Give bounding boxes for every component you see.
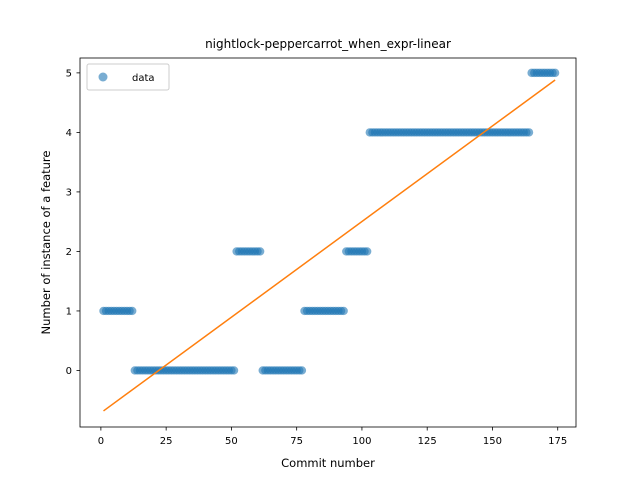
- x-tick-label: 150: [483, 436, 502, 447]
- y-tick-label: 1: [66, 306, 72, 317]
- data-point: [255, 247, 265, 256]
- plot-area: [99, 68, 560, 412]
- data-point: [128, 306, 137, 316]
- legend: data: [86, 63, 170, 91]
- data-point: [524, 128, 534, 137]
- x-tick-label: 100: [352, 436, 371, 447]
- x-tick-label: 75: [290, 436, 303, 447]
- data-point: [362, 247, 372, 256]
- y-tick-label: 5: [66, 68, 72, 79]
- data-point: [339, 306, 348, 316]
- data-point: [297, 366, 307, 375]
- legend-label-data: data: [132, 73, 155, 84]
- axes-frame: [79, 57, 577, 428]
- data-point: [550, 68, 560, 78]
- chart-title: nightlock-peppercarrot_when_expr-linear: [205, 37, 451, 51]
- data-point: [229, 366, 239, 375]
- y-tick-label: 3: [66, 187, 72, 198]
- x-tick-label: 125: [418, 436, 437, 447]
- x-axis-label: Commit number: [281, 456, 375, 470]
- y-tick-label: 0: [66, 366, 72, 377]
- legend-marker-data: [98, 72, 108, 82]
- x-tick-label: 50: [225, 436, 238, 447]
- x-tick-label: 0: [98, 436, 104, 447]
- y-axis-label: Number of instance of a feature: [39, 151, 53, 335]
- x-tick-label: 25: [160, 436, 173, 447]
- y-tick-label: 4: [66, 128, 72, 139]
- legend-box: [86, 63, 170, 91]
- axes: 0 25 50 75 100 125 150 175 0 1 2 3 4 5: [66, 57, 577, 447]
- y-tick-label: 2: [66, 247, 72, 258]
- fit-line: [103, 79, 556, 412]
- x-tick-label: 175: [548, 436, 567, 447]
